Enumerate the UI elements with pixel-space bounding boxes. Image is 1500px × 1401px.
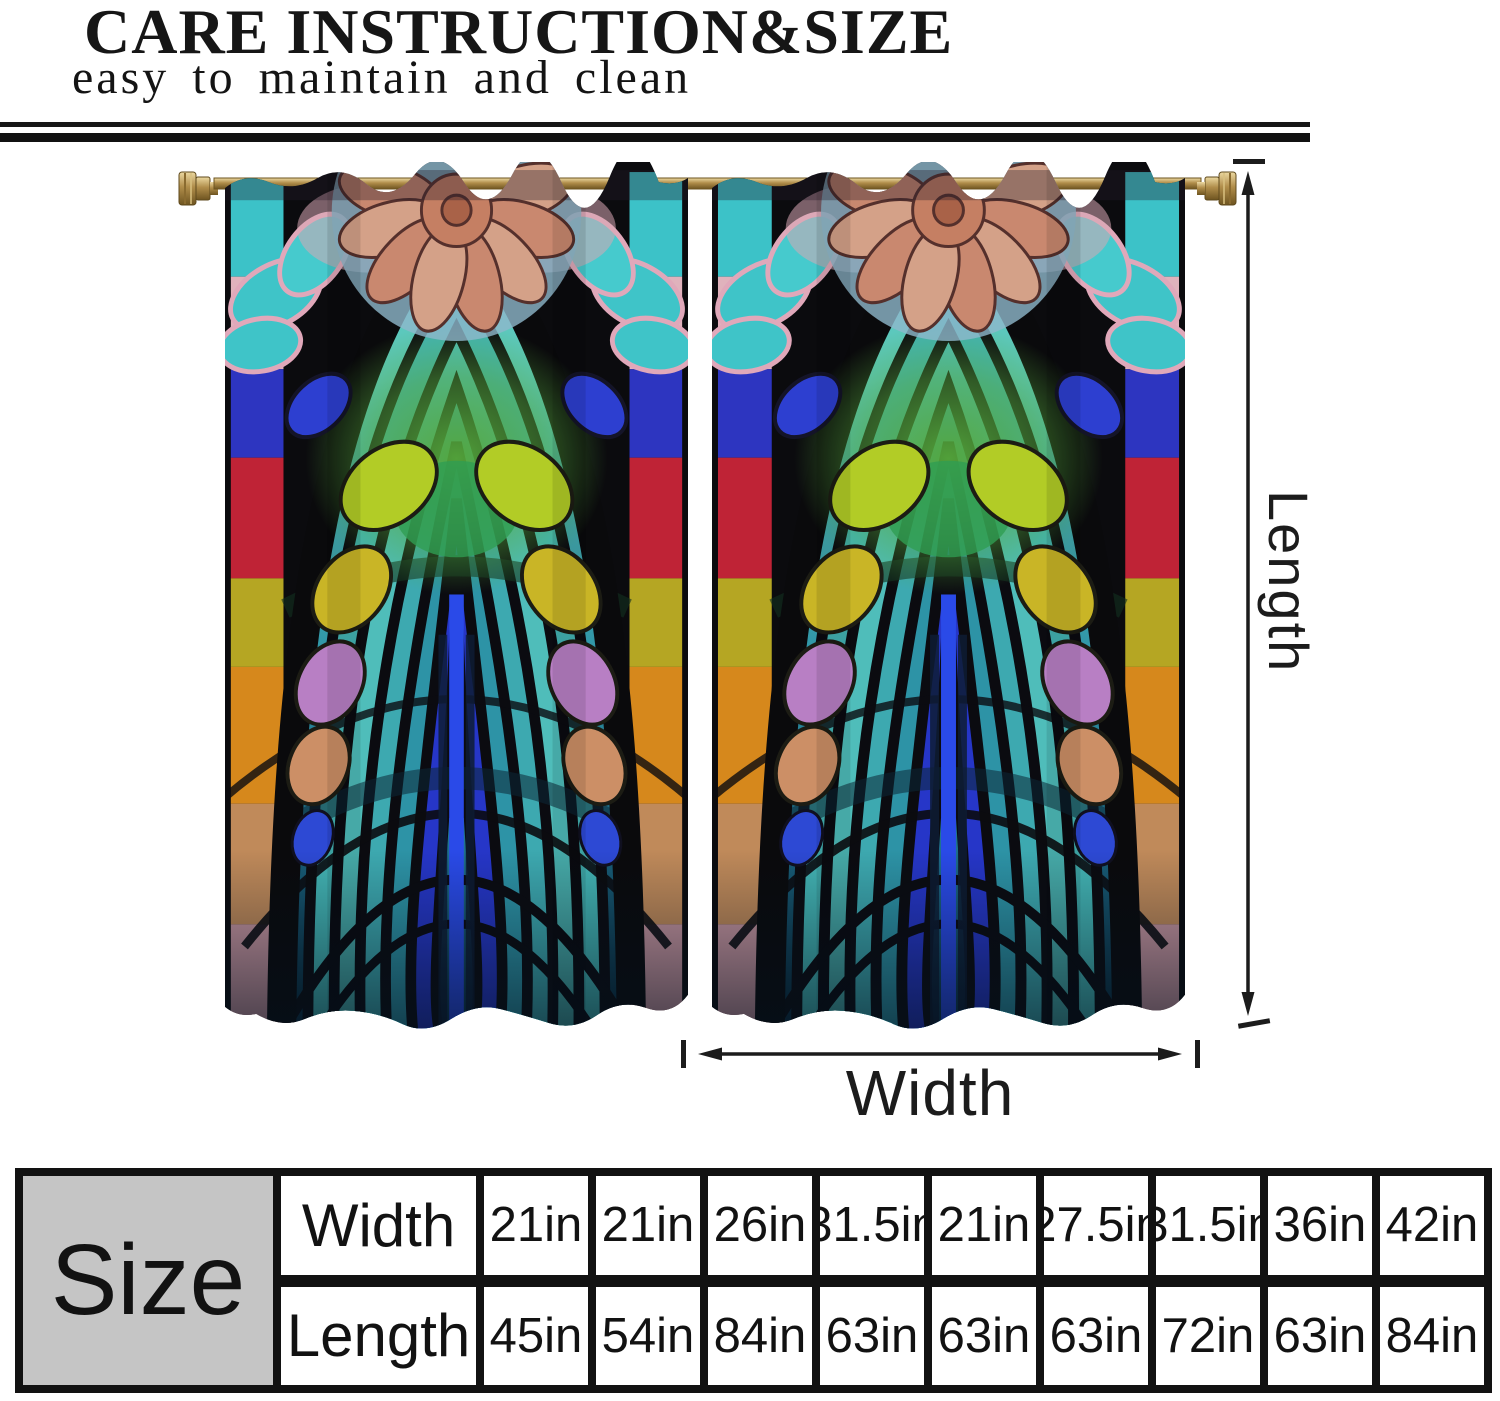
length-value-cell: 63in [1268, 1286, 1372, 1385]
curtain-panel-right [712, 162, 1185, 1034]
row-header-length: Length [281, 1286, 476, 1385]
length-value-cell: 63in [1044, 1286, 1148, 1385]
length-value-cell: 84in [1380, 1286, 1484, 1385]
width-value-cell: 26in [708, 1176, 812, 1275]
length-tick-top [1233, 159, 1265, 164]
width-label: Width [845, 1057, 1015, 1129]
divider-line-thin [0, 122, 1310, 127]
length-value-cell: 63in [932, 1286, 1036, 1385]
length-value-cell: 63in [820, 1286, 924, 1385]
length-label: Length [1257, 490, 1320, 674]
length-tick-bottom [1237, 1018, 1271, 1029]
length-value-cell: 45in [484, 1286, 588, 1385]
curtain-panel-left [225, 162, 688, 1034]
size-corner-cell: Size [23, 1176, 273, 1385]
width-value-cell: 36in [1268, 1176, 1372, 1275]
rod-finial-left [178, 171, 218, 206]
length-value-cell: 72in [1156, 1286, 1260, 1385]
width-tick-left [681, 1040, 686, 1068]
width-value-cell: 21in [932, 1176, 1036, 1275]
width-value-cell: 31.5in [1156, 1176, 1260, 1275]
width-value-cell: 21in [596, 1176, 700, 1275]
divider-line-thick [0, 133, 1310, 142]
page-title: CARE INSTRUCTION&SIZE [84, 0, 954, 67]
size-table: Size Width 21in 21in 26in 31.5in 21in 27… [15, 1168, 1492, 1393]
length-value-cell: 54in [596, 1286, 700, 1385]
width-tick-right [1195, 1040, 1200, 1068]
width-value-cell: 31.5in [820, 1176, 924, 1275]
rod-finial-right [1197, 171, 1237, 206]
width-arrow [681, 1040, 1200, 1068]
length-value-cell: 84in [708, 1286, 812, 1385]
page-subtitle: easy to maintain and clean [72, 51, 692, 104]
length-arrow [1233, 159, 1271, 1029]
width-value-cell: 42in [1380, 1176, 1484, 1275]
row-header-width: Width [281, 1176, 476, 1275]
width-value-cell: 21in [484, 1176, 588, 1275]
width-value-cell: 27.5in [1044, 1176, 1148, 1275]
curtain-rod [178, 171, 1237, 206]
